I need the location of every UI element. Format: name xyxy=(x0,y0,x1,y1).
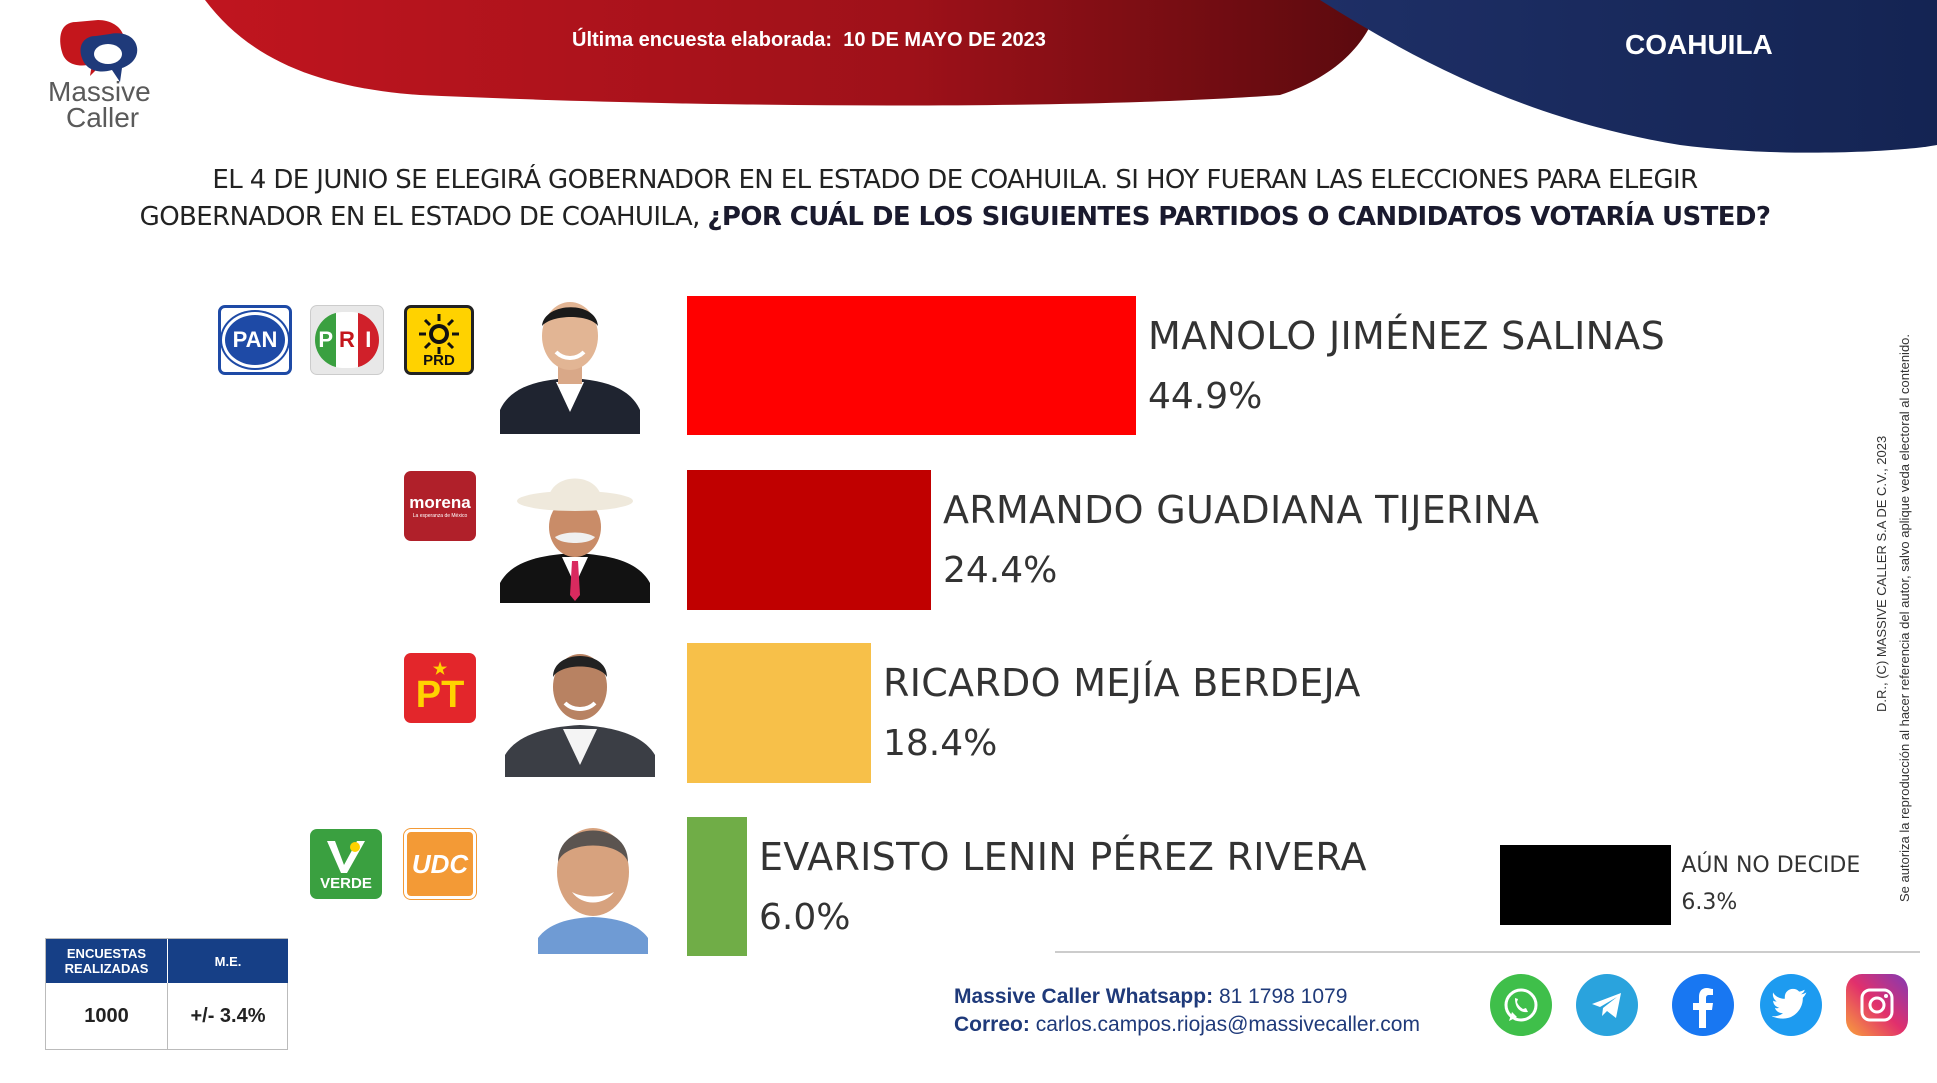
survey-label: Última encuesta elaborada: xyxy=(572,29,833,51)
instagram-icon[interactable] xyxy=(1846,974,1908,1036)
copyright-line1: D.R., (C) MASSIVE CALLER S.A DE C.V., 20… xyxy=(1874,435,1889,712)
morena-logo-subtext: La esperanza de México xyxy=(412,513,468,519)
chart-value-label-2: 24.4% xyxy=(943,550,1058,591)
pt-logo-text: PT xyxy=(415,674,465,716)
facebook-icon[interactable] xyxy=(1672,974,1734,1036)
chart-bar-3 xyxy=(687,643,871,783)
pri-letter-p: P xyxy=(315,312,337,368)
chart-value-label-1: 44.9% xyxy=(1148,376,1263,417)
chart-bar-4 xyxy=(687,817,747,956)
stats-header-margin: M.E. xyxy=(168,939,288,983)
telegram-icon[interactable] xyxy=(1576,974,1638,1036)
brand-logo: Massive Caller xyxy=(40,8,180,138)
morena-logo-text: morena xyxy=(409,493,471,512)
state-title: COAHUILA xyxy=(1625,29,1773,60)
contact-whatsapp: Massive Caller Whatsapp: 81 1798 1079 xyxy=(954,985,1347,1009)
chart-bar-2 xyxy=(687,470,931,610)
copyright-line2: Se autoriza la reproducción al hacer ref… xyxy=(1897,333,1912,902)
prd-logo: PRD xyxy=(404,305,474,375)
chart-category-label-5: AÚN NO DECIDE xyxy=(1681,853,1861,878)
stats-table: ENCUESTAS REALIZADAS M.E. 1000 +/- 3.4% xyxy=(45,938,288,1050)
prd-sun-icon xyxy=(419,314,459,354)
chart-value-label-4: 6.0% xyxy=(759,897,851,938)
candidate-photo-manolo xyxy=(500,290,640,434)
pri-logo: P R I xyxy=(310,305,384,375)
question-line1: EL 4 DE JUNIO SE ELEGIRÁ GOBERNADOR EN E… xyxy=(212,165,1698,195)
chart-bar-1 xyxy=(687,296,1136,435)
question-line2: GOBERNADOR EN EL ESTADO DE COAHUILA, ¿PO… xyxy=(60,199,1850,236)
brand-name-line1: Massive xyxy=(48,76,151,107)
brand-logo-icon xyxy=(60,20,138,82)
email-address[interactable]: carlos.campos.riojas@massivecaller.com xyxy=(1035,1013,1420,1036)
question-line2-normal: GOBERNADOR EN EL ESTADO DE COAHUILA, xyxy=(139,202,701,232)
whatsapp-number: 81 1798 1079 xyxy=(1218,985,1348,1008)
whatsapp-icon[interactable] xyxy=(1490,974,1552,1036)
morena-logo: morena La esperanza de México xyxy=(404,471,476,541)
email-label: Correo: xyxy=(954,1013,1030,1036)
candidate-photo-armando xyxy=(500,465,650,603)
verde-logo: VERDE xyxy=(310,829,382,899)
pt-logo: ★ PT xyxy=(404,653,476,723)
brand-name-line2: Caller xyxy=(66,102,140,133)
pri-letter-i: I xyxy=(357,312,379,368)
prd-logo-text: PRD xyxy=(423,352,455,369)
pan-logo-text: PAN xyxy=(222,312,288,368)
candidate-photo-evaristo xyxy=(538,812,648,954)
verde-logo-text: VERDE xyxy=(320,875,372,892)
candidate-photo-ricardo xyxy=(505,635,655,777)
chart-category-label-2: ARMANDO GUADIANA TIJERINA xyxy=(943,488,1540,532)
question-line2-bold: ¿POR CUÁL DE LOS SIGUIENTES PARTIDOS O C… xyxy=(707,202,1771,232)
pt-star-icon: ★ xyxy=(432,661,448,678)
stats-value-margin: +/- 3.4% xyxy=(190,1004,266,1027)
contact-email: Correo: carlos.campos.riojas@massivecall… xyxy=(954,1013,1420,1037)
twitter-icon[interactable] xyxy=(1760,974,1822,1036)
chart-category-label-4: EVARISTO LENIN PÉREZ RIVERA xyxy=(759,835,1367,879)
survey-question: EL 4 DE JUNIO SE ELEGIRÁ GOBERNADOR EN E… xyxy=(60,162,1850,236)
pan-logo: PAN xyxy=(218,305,292,375)
whatsapp-label: Massive Caller Whatsapp: xyxy=(954,985,1214,1008)
chart-value-label-5: 6.3% xyxy=(1681,890,1738,915)
pri-letter-r: R xyxy=(336,312,358,368)
chart-bar-5 xyxy=(1500,845,1672,925)
stats-header-surveys: ENCUESTAS REALIZADAS xyxy=(46,939,167,983)
verde-toucan-icon xyxy=(327,841,365,873)
stats-value-surveys: 1000 xyxy=(46,983,168,1049)
survey-date: 10 DE MAYO DE 2023 xyxy=(843,29,1046,51)
udc-logo: UDC xyxy=(404,829,476,899)
chart-value-label-3: 18.4% xyxy=(883,723,998,764)
chart-category-label-3: RICARDO MEJÍA BERDEJA xyxy=(883,661,1361,705)
udc-logo-text: UDC xyxy=(411,848,469,879)
chart-category-label-1: MANOLO JIMÉNEZ SALINAS xyxy=(1148,314,1666,358)
header-survey-info: Última encuesta elaborada: 10 DE MAYO DE… xyxy=(572,29,1046,52)
